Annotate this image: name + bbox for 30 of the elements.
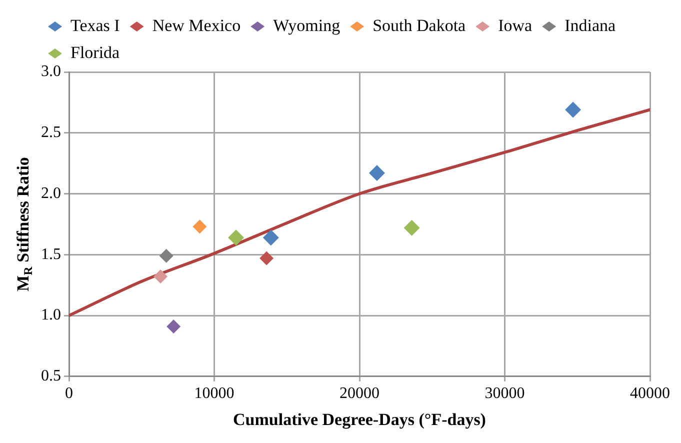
point <box>404 220 420 236</box>
y-tick-label: 2.0 <box>41 184 61 202</box>
x-tick-label: 0 <box>65 385 73 402</box>
point <box>262 230 279 246</box>
point <box>159 248 174 263</box>
legend-label: Texas I <box>70 16 120 35</box>
legend-label: South Dakota <box>372 16 466 35</box>
point <box>565 102 582 118</box>
legend-label: Florida <box>70 42 120 62</box>
point <box>368 165 385 182</box>
y-tick-label: 2.5 <box>41 124 61 142</box>
point <box>166 319 181 334</box>
legend-label: Indiana <box>564 16 616 35</box>
y-tick-label: 1.5 <box>41 246 61 263</box>
point <box>192 220 207 234</box>
x-tick-label: 30000 <box>484 385 525 402</box>
point <box>154 270 168 284</box>
y-tick-label: 1.0 <box>41 306 61 324</box>
point <box>260 251 274 266</box>
y-axis-title: MR Stiffness Ratio <box>13 157 36 292</box>
legend-label: Iowa <box>498 16 533 35</box>
x-tick-label: 40000 <box>630 385 670 402</box>
x-tick-label: 20000 <box>340 385 380 402</box>
point <box>228 230 244 246</box>
y-tick-label: 3.0 <box>41 63 61 80</box>
legend-label: Wyoming <box>273 16 341 35</box>
legend-label: New Mexico <box>152 16 241 35</box>
x-axis-title: Cumulative Degree-Days (°F-days) <box>233 410 486 430</box>
y-tick-label: 0.5 <box>41 368 61 385</box>
x-tick-label: 10000 <box>194 385 234 402</box>
